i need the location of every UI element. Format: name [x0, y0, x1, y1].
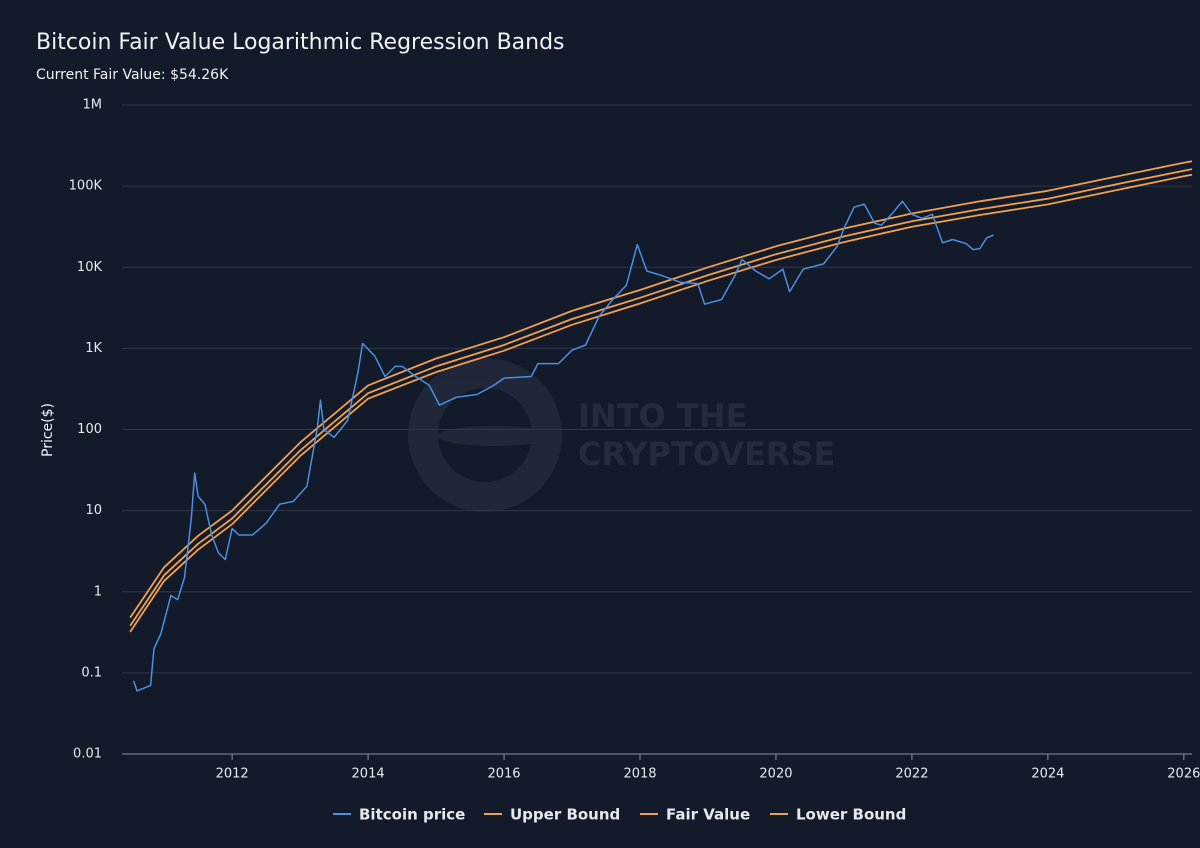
watermark-logo	[408, 358, 562, 512]
x-tick-label: 2020	[759, 767, 792, 782]
x-tick-label: 2014	[352, 767, 385, 782]
x-tick-label: 2012	[216, 767, 249, 782]
legend-label: Upper Bound	[510, 806, 620, 824]
series-line	[129, 173, 1193, 633]
y-tick-label: 1M	[83, 98, 103, 113]
y-tick-label: 1	[94, 584, 102, 599]
x-tick-label: 2016	[487, 767, 520, 782]
x-tick-label: 2022	[895, 767, 928, 782]
watermark: INTO THE	[578, 397, 747, 435]
y-tick-label: 1K	[85, 341, 102, 356]
y-tick-label: 100K	[69, 179, 103, 194]
y-axis-label: Price($)	[40, 403, 56, 457]
series-line	[129, 168, 1193, 627]
y-tick-label: 10	[85, 503, 102, 518]
watermark: CRYPTOVERSE	[578, 435, 835, 473]
x-tick-label: 2018	[623, 767, 656, 782]
x-tick-label: 2026	[1167, 767, 1200, 782]
legend-label: Lower Bound	[796, 806, 906, 824]
y-tick-label: 100	[77, 422, 102, 437]
series-line	[132, 200, 994, 692]
chart-subtitle: Current Fair Value: $54.26K	[36, 67, 229, 83]
y-tick-label: 0.1	[81, 665, 102, 680]
x-tick-label: 2024	[1031, 767, 1064, 782]
chart-title: Bitcoin Fair Value Logarithmic Regressio…	[36, 30, 565, 55]
y-tick-label: 10K	[77, 260, 103, 275]
legend-label: Bitcoin price	[359, 806, 465, 824]
legend-label: Fair Value	[666, 806, 750, 824]
series-line	[129, 160, 1193, 619]
y-tick-label: 0.01	[73, 747, 102, 762]
